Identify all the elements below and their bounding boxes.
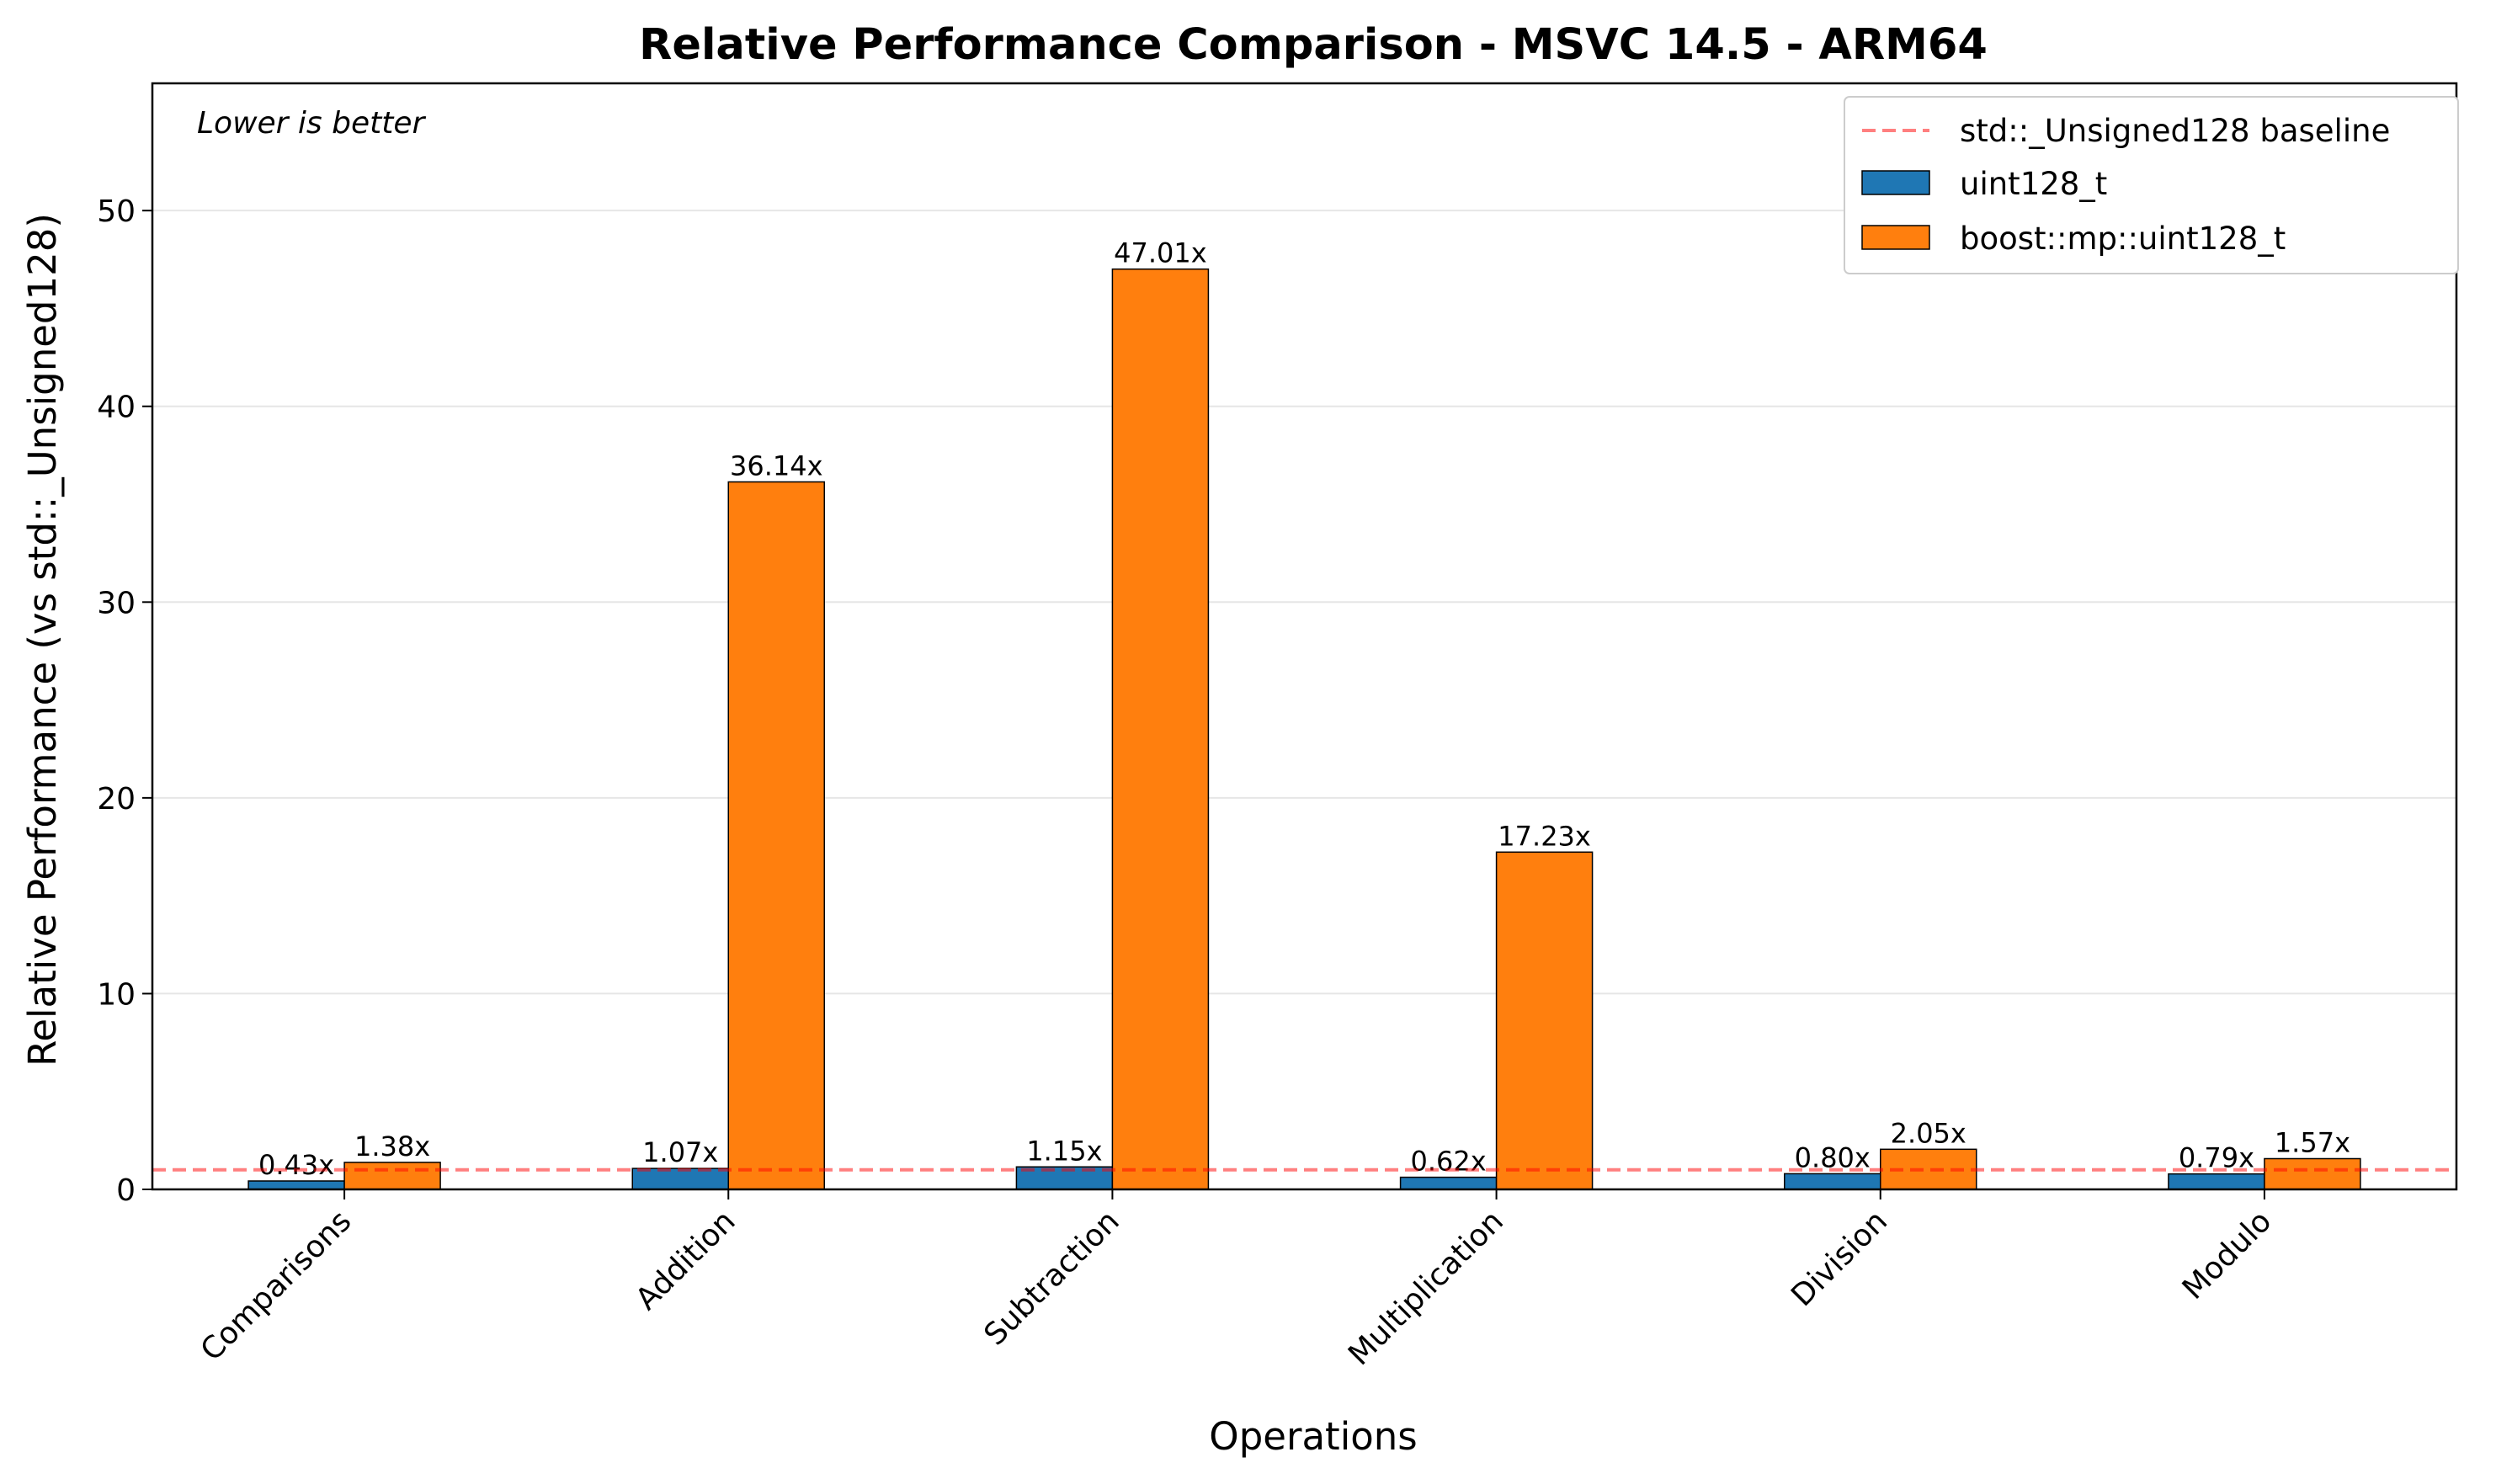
- y-axis-label: Relative Performance (vs std::_Unsigned1…: [20, 213, 65, 1066]
- x-axis-label: Operations: [1209, 1414, 1417, 1459]
- bar-value-label: 1.57x: [2275, 1126, 2350, 1158]
- bar-value-label: 0.62x: [1410, 1146, 1486, 1178]
- bar-uint128-modulo: [2168, 1173, 2265, 1190]
- y-tick-label: 10: [97, 977, 136, 1012]
- bar-boost-uint128-subtraction: [1111, 268, 1210, 1190]
- x-axis: Comparisons Addition Subtraction Multiplica…: [194, 1189, 2278, 1372]
- bar-labels: 0.43x 1.07x 1.15x 0.62x 0.80x 0.79x1.38x36.14…: [258, 237, 2350, 1181]
- bar-value-label: 1.07x: [642, 1136, 718, 1168]
- bar-boost-uint128-addition: [727, 481, 825, 1190]
- x-tick-label: Addition: [629, 1204, 742, 1316]
- legend-uint128-swatch: [1861, 170, 1930, 195]
- y-axis: 0 10 20 30 40 50: [97, 194, 152, 1208]
- bar-boost-uint128-modulo: [2264, 1157, 2361, 1190]
- y-tick-label: 40: [97, 391, 136, 425]
- bar-boost-uint128-comparisons: [343, 1162, 441, 1190]
- bar-value-label: 36.14x: [730, 450, 823, 482]
- bar-value-label: 1.15x: [1026, 1135, 1102, 1167]
- bar-value-label: 0.43x: [258, 1149, 334, 1181]
- legend-boost-uint128-swatch: [1861, 225, 1930, 250]
- x-tick-label: Multiplication: [1342, 1204, 1510, 1372]
- bar-value-label: 17.23x: [1498, 820, 1591, 852]
- bar-uint128-multiplication: [1399, 1176, 1498, 1190]
- legend: std::_Unsigned128 baseline uint128_t boo…: [1844, 96, 2459, 274]
- y-tick-label: 30: [97, 586, 136, 620]
- bar-boost-uint128-multiplication: [1495, 851, 1594, 1190]
- bar-value-label: 47.01x: [1114, 237, 1207, 269]
- legend-boost-uint128-label: boost::mp::uint128_t: [1960, 221, 2286, 257]
- bar-value-label: 1.38x: [354, 1130, 430, 1162]
- y-tick-label: 50: [97, 194, 136, 229]
- y-tick-label: 20: [97, 782, 136, 816]
- bars: [247, 268, 2361, 1190]
- bar-uint128-comparisons: [247, 1180, 345, 1190]
- legend-baseline-label: std::_Unsigned128 baseline: [1960, 113, 2390, 149]
- x-tick-label: Modulo: [2176, 1204, 2278, 1306]
- bar-uint128-division: [1784, 1173, 1881, 1190]
- grid-lines: [152, 210, 2456, 1190]
- legend-uint128-label: uint128_t: [1960, 166, 2107, 202]
- x-tick-label: Subtraction: [978, 1204, 1126, 1352]
- legend-frame: [1844, 96, 2459, 274]
- lower-is-better-note: Lower is better: [197, 106, 426, 141]
- bar-value-label: 2.05x: [1891, 1117, 1966, 1149]
- bar-uint128-addition: [631, 1168, 729, 1190]
- plot-area: [151, 82, 2458, 1191]
- x-tick-label: Comparisons: [194, 1204, 359, 1368]
- chart-title: Relative Performance Comparison - MSVC 1…: [639, 20, 1988, 70]
- x-tick-label: Division: [1785, 1204, 1894, 1313]
- y-tick-label: 0: [116, 1173, 136, 1208]
